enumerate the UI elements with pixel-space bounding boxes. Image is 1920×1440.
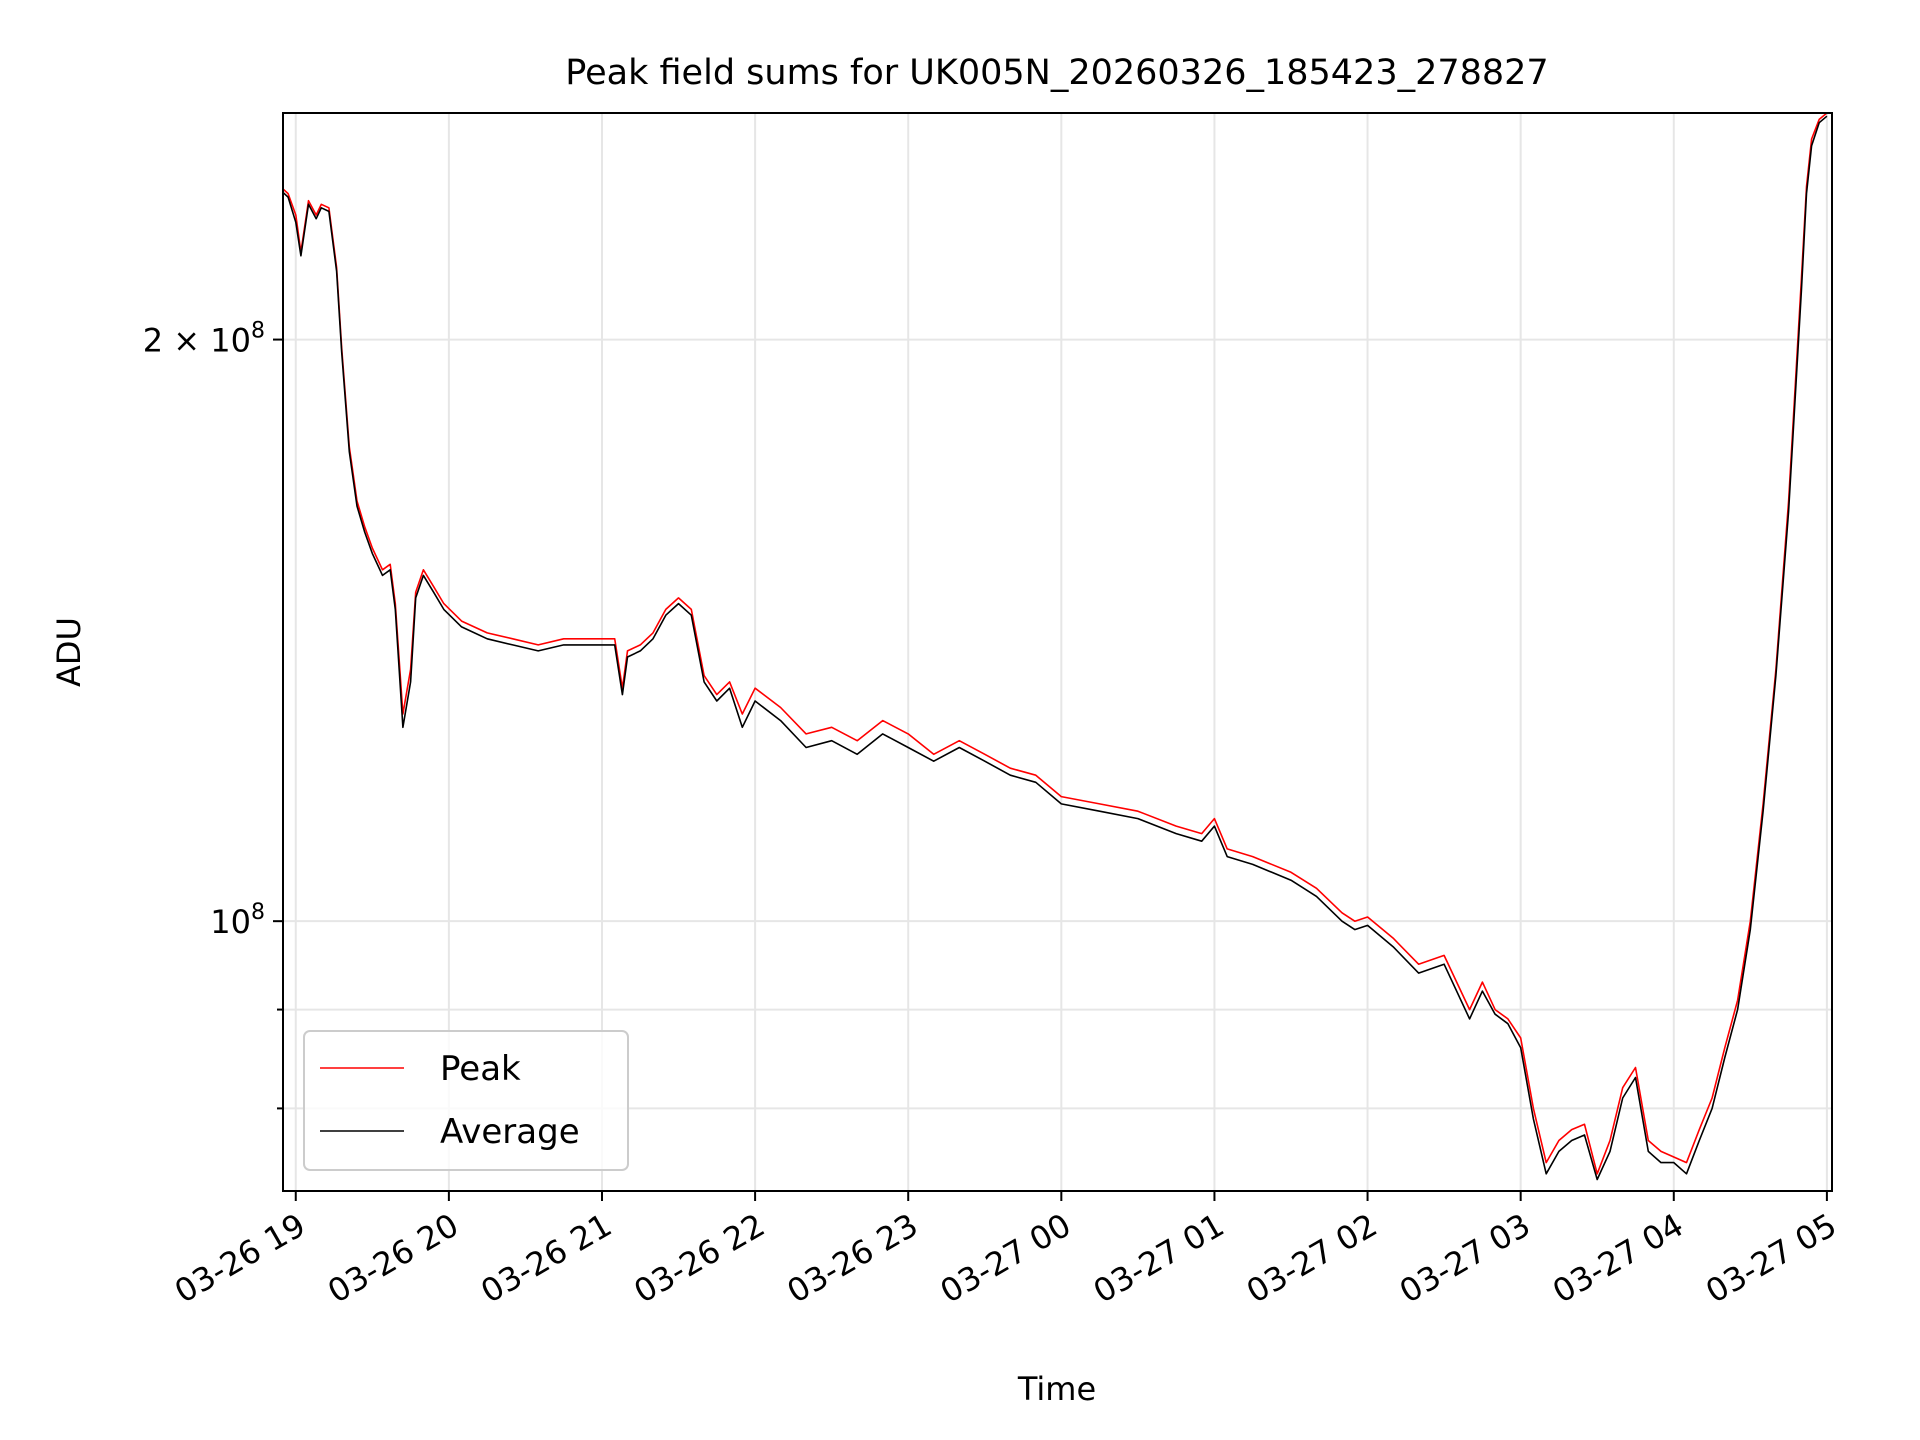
plot-series xyxy=(283,113,1828,1181)
y-tick-label: 2 × 108 xyxy=(143,319,265,360)
y-axis-label: ADU xyxy=(50,617,88,687)
chart-title: Peak field sums for UK005N_20260326_1854… xyxy=(565,53,1548,93)
y-tick-label-base: 10 xyxy=(210,903,251,941)
legend-box xyxy=(303,1030,629,1171)
y-tick-label-base: 2 × 10 xyxy=(143,322,251,360)
legend: Peak Average xyxy=(303,1030,629,1171)
grid xyxy=(283,113,1832,1191)
legend-label-average: Average xyxy=(440,1112,580,1152)
y-tick-label-exponent: 8 xyxy=(251,900,265,925)
x-axis-label: Time xyxy=(1017,1370,1096,1408)
y-tick-label: 108 xyxy=(210,900,265,941)
legend-label-peak: Peak xyxy=(440,1049,521,1089)
y-tick-label-exponent: 8 xyxy=(251,319,265,344)
plot-frame xyxy=(282,112,1833,1192)
series-line-average xyxy=(283,115,1828,1181)
